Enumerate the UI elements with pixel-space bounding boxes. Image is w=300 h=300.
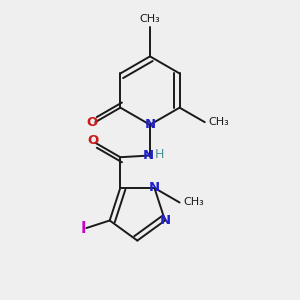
Text: N: N [159,214,171,227]
Text: H: H [155,148,164,160]
Text: N: N [144,118,156,131]
Text: N: N [143,149,154,162]
Text: O: O [86,116,97,129]
Text: CH₃: CH₃ [140,14,160,24]
Text: CH₃: CH₃ [184,197,204,208]
Text: O: O [87,134,98,147]
Text: I: I [81,220,86,236]
Text: CH₃: CH₃ [208,117,230,127]
Text: N: N [149,182,160,194]
